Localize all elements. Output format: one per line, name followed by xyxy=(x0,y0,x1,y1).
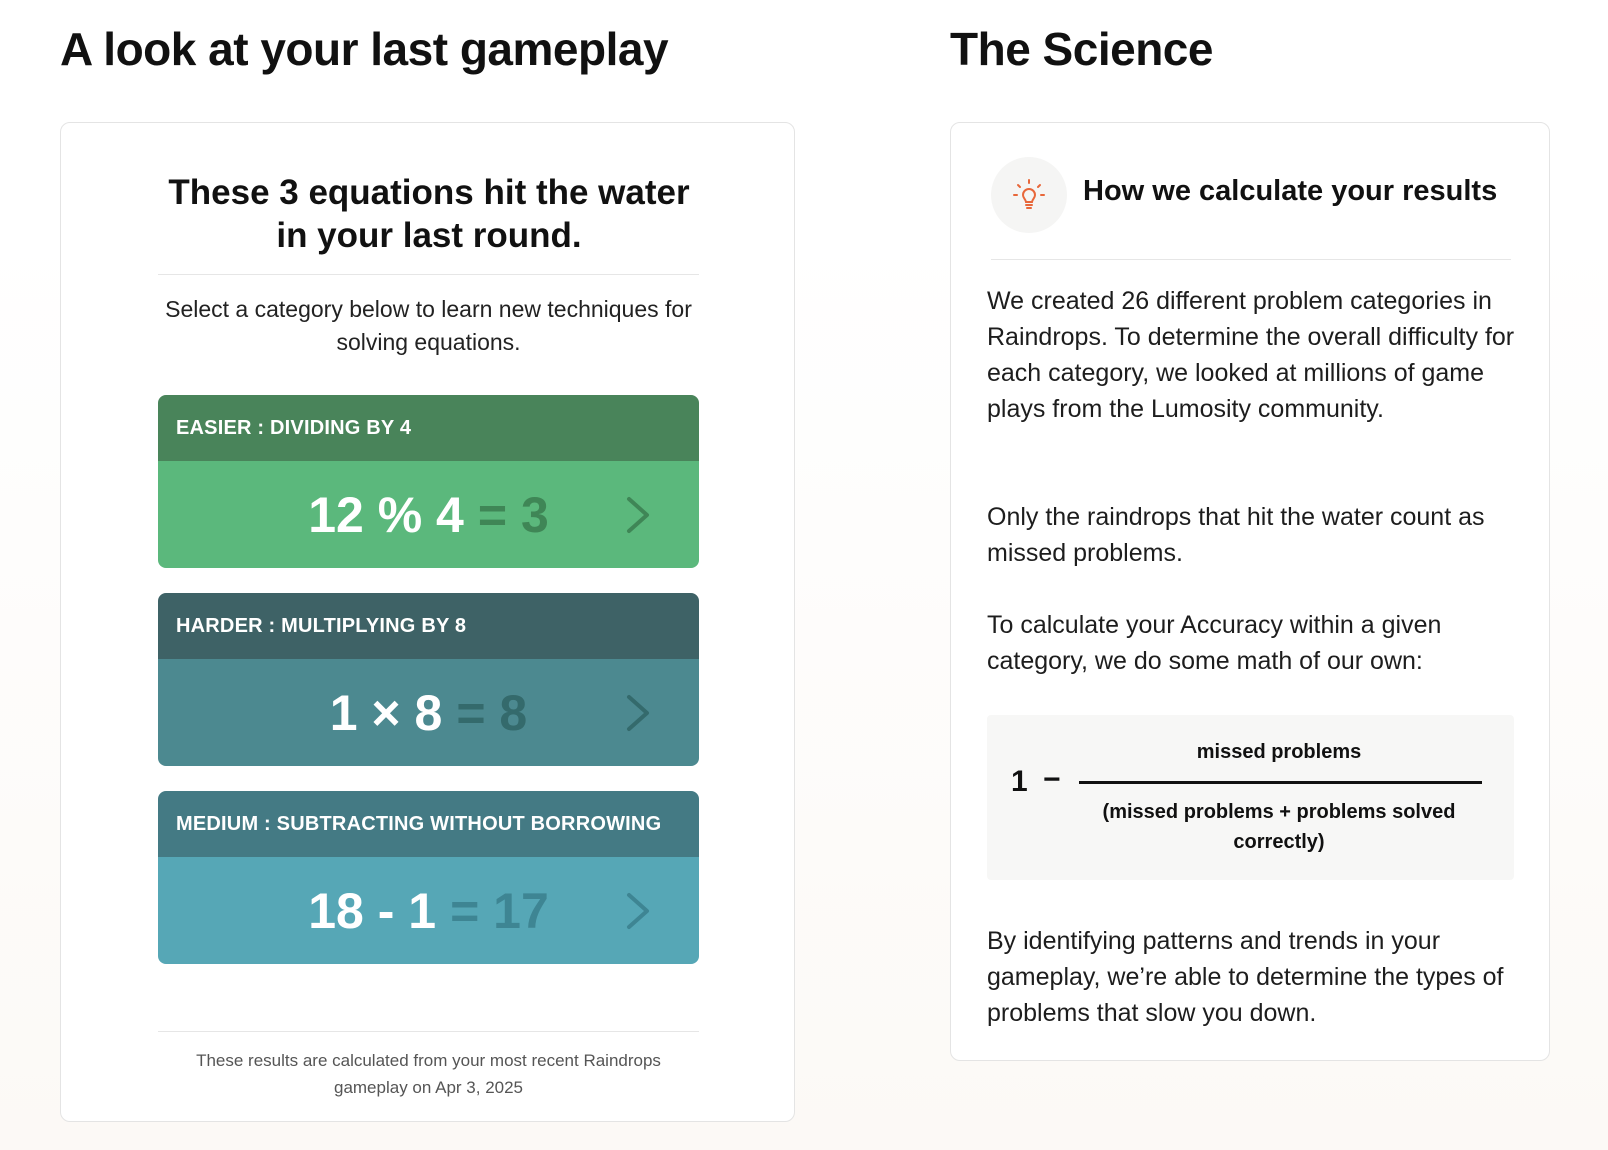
equation-answer: = 3 xyxy=(477,486,549,543)
gameplay-section-title: A look at your last gameplay xyxy=(60,23,669,75)
gameplay-card: These 3 equations hit the water in your … xyxy=(60,122,795,1122)
category-card-easier[interactable]: EASIER : DIVIDING BY 4 12 % 4 = 3 xyxy=(158,395,699,568)
gameplay-heading: These 3 equations hit the water in your … xyxy=(168,173,690,255)
equation: 12 % 4 xyxy=(308,486,464,543)
science-paragraph: By identifying patterns and trends in yo… xyxy=(987,927,1504,1027)
category-card-harder[interactable]: HARDER : MULTIPLYING BY 8 1 × 8 = 8 xyxy=(158,593,699,766)
science-section-title: The Science xyxy=(950,23,1213,75)
divider xyxy=(158,1031,699,1032)
chevron-right-icon xyxy=(627,694,649,731)
category-equation-row: 12 % 4 = 3 xyxy=(158,461,699,568)
equation: 18 - 1 xyxy=(308,882,437,939)
formula-numerator: missed problems xyxy=(1196,741,1362,763)
equation: 1 × 8 xyxy=(329,684,443,741)
gameplay-subtitle: Select a category below to learn new tec… xyxy=(165,296,692,355)
science-paragraph: Only the raindrops that hit the water co… xyxy=(987,503,1485,567)
formula-denominator: (missed problems + problems solved corre… xyxy=(1102,801,1456,853)
category-label: EASIER : DIVIDING BY 4 xyxy=(158,395,699,461)
lightbulb-icon xyxy=(1013,179,1045,209)
science-card: How we calculate your results We created… xyxy=(950,122,1550,1061)
science-paragraph: To calculate your Accuracy within a give… xyxy=(987,611,1442,675)
category-card-medium[interactable]: MEDIUM : SUBTRACTING WITHOUT BORROWING 1… xyxy=(158,791,699,964)
science-paragraph: We created 26 different problem categori… xyxy=(987,287,1515,423)
category-equation-row: 18 - 1 = 17 xyxy=(158,857,699,964)
accuracy-formula: 1 − missed problems (missed problems + p… xyxy=(987,715,1514,880)
fraction-bar xyxy=(1079,781,1482,784)
category-label: MEDIUM : SUBTRACTING WITHOUT BORROWING xyxy=(158,791,699,857)
chevron-right-icon xyxy=(627,892,649,929)
category-label: HARDER : MULTIPLYING BY 8 xyxy=(158,593,699,659)
chevron-right-icon xyxy=(627,496,649,533)
results-footnote: These results are calculated from your m… xyxy=(196,1051,661,1097)
divider xyxy=(991,259,1511,260)
divider xyxy=(158,274,699,275)
equation-answer: = 8 xyxy=(456,684,528,741)
formula-minus: − xyxy=(1043,763,1061,796)
category-equation-row: 1 × 8 = 8 xyxy=(158,659,699,766)
formula-one: 1 xyxy=(1011,765,1028,798)
science-heading: How we calculate your results xyxy=(1083,175,1498,207)
equation-answer: = 17 xyxy=(450,882,549,939)
lightbulb-icon-badge xyxy=(991,157,1067,233)
